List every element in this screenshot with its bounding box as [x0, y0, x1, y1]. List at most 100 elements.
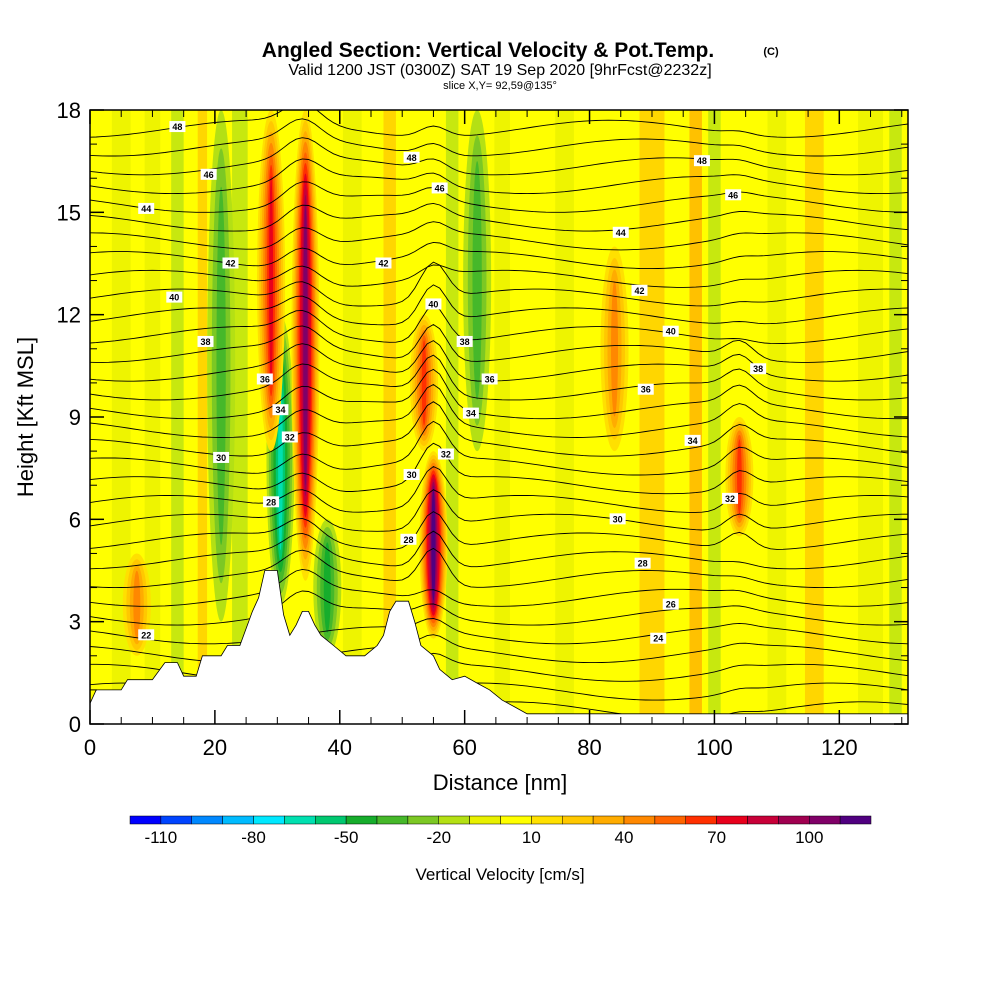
x-tick-label: 20 [203, 735, 227, 760]
x-tick-label: 120 [821, 735, 858, 760]
x-tick-label: 80 [577, 735, 601, 760]
contour-label-text: 28 [403, 535, 413, 545]
theta-contour-line [90, 465, 908, 513]
contour-label-text: 48 [407, 153, 417, 163]
contour-label-text: 38 [753, 364, 763, 374]
contour-label-text: 28 [638, 559, 648, 569]
contour-label-text: 30 [407, 470, 417, 480]
theta-contour-line [90, 530, 908, 570]
contour-label-text: 34 [466, 409, 476, 419]
contour-label-text: 24 [653, 634, 663, 644]
theta-contour-line [90, 383, 908, 438]
theta-contour-line [90, 590, 908, 626]
contour-label: 38 [456, 335, 473, 347]
x-tick-label: 40 [328, 735, 352, 760]
theta-contour-line [90, 221, 908, 251]
contour-label: 30 [609, 513, 626, 525]
contour-label: 48 [169, 121, 186, 133]
colorbar-swatch [469, 815, 501, 825]
contour-label: 32 [722, 492, 739, 504]
colorbar-swatch [562, 815, 594, 825]
contour-label: 28 [634, 557, 651, 569]
contour-label-text: 40 [169, 293, 179, 303]
contour-label: 22 [138, 629, 155, 641]
colorbar-swatch [592, 815, 625, 825]
contour-label: 36 [637, 383, 654, 395]
contour-label-text: 22 [141, 630, 151, 640]
updraft-column [133, 570, 141, 639]
contour-label: 42 [375, 257, 392, 269]
contour-label-text: 48 [172, 122, 182, 132]
contour-label-text: 46 [204, 170, 214, 180]
contour-label-text: 32 [725, 494, 735, 504]
contour-label-text: 32 [285, 432, 295, 442]
chart-title-suffix: (C) [763, 46, 779, 58]
theta-contour-line [90, 264, 908, 288]
theta-contour-line [90, 137, 908, 176]
weak-streak [445, 110, 459, 724]
downdraft-column [472, 161, 482, 400]
weak-streak [639, 110, 665, 724]
colorbar-tick-label: -50 [334, 828, 359, 847]
colorbar-swatch [191, 815, 223, 825]
weak-streak [171, 110, 184, 724]
contour-label-text: 40 [428, 299, 438, 309]
colorbar-tick-label: -80 [241, 828, 266, 847]
theta-contour-line [90, 420, 908, 476]
theta-contour-line [90, 284, 908, 326]
contour-label: 28 [400, 533, 417, 545]
theta-contour-line [90, 181, 908, 213]
contour-label: 30 [403, 468, 420, 480]
contour-label: 32 [437, 448, 454, 460]
y-tick-label: 15 [57, 200, 81, 225]
weak-streak [197, 110, 208, 724]
theta-contour-line [90, 511, 908, 550]
contour-label: 26 [662, 598, 679, 610]
contour-label-text: 32 [441, 450, 451, 460]
terrain-profile [90, 570, 908, 724]
colorbar-label: Vertical Velocity [cm/s] [415, 865, 584, 884]
weak-streak [342, 110, 362, 724]
contour-label: 38 [197, 335, 214, 347]
colorbar-tick-label: -110 [144, 828, 177, 847]
slice-info: slice X,Y= 92,59@135° [443, 80, 557, 92]
colorbar-swatch [500, 815, 532, 825]
colorbar-tick-label: 100 [795, 828, 823, 847]
colorbar-swatch [315, 815, 347, 825]
contour-label-text: 34 [275, 405, 285, 415]
x-tick-label: 0 [84, 735, 96, 760]
colorbar-swatch [839, 815, 872, 825]
contour-label: 34 [462, 407, 479, 419]
contour-label: 48 [403, 151, 420, 163]
contour-label: 42 [222, 257, 239, 269]
colorbar-tick-label: 70 [707, 828, 726, 847]
theta-contour-line [90, 305, 908, 345]
x-tick-label: 60 [452, 735, 476, 760]
theta-contour-line [90, 618, 908, 645]
chart-title: Angled Section: Vertical Velocity & Pot.… [262, 39, 714, 62]
theta-contour-line [90, 354, 908, 401]
contour-label: 38 [750, 363, 767, 375]
contour-label-text: 42 [225, 259, 235, 269]
contour-label-text: 40 [666, 327, 676, 337]
contour-label-text: 36 [641, 385, 651, 395]
y-tick-label: 18 [57, 98, 81, 123]
contour-label: 42 [631, 284, 648, 296]
contour-label-text: 42 [378, 259, 388, 269]
y-tick-label: 6 [69, 507, 81, 532]
contour-label-text: 44 [616, 228, 626, 238]
colorbar-swatch [623, 815, 656, 825]
theta-contours [90, 110, 908, 720]
contour-label: 36 [256, 373, 273, 385]
contour-label: 40 [166, 291, 183, 303]
updraft-column [269, 175, 274, 386]
theta-contour-line [90, 110, 908, 138]
colorbar-swatch [438, 815, 470, 825]
y-tick-label: 9 [69, 405, 81, 430]
colorbar-swatch [376, 815, 409, 825]
contour-label: 40 [662, 325, 679, 337]
contour-label-text: 30 [216, 453, 226, 463]
theta-contour-line [90, 202, 908, 232]
